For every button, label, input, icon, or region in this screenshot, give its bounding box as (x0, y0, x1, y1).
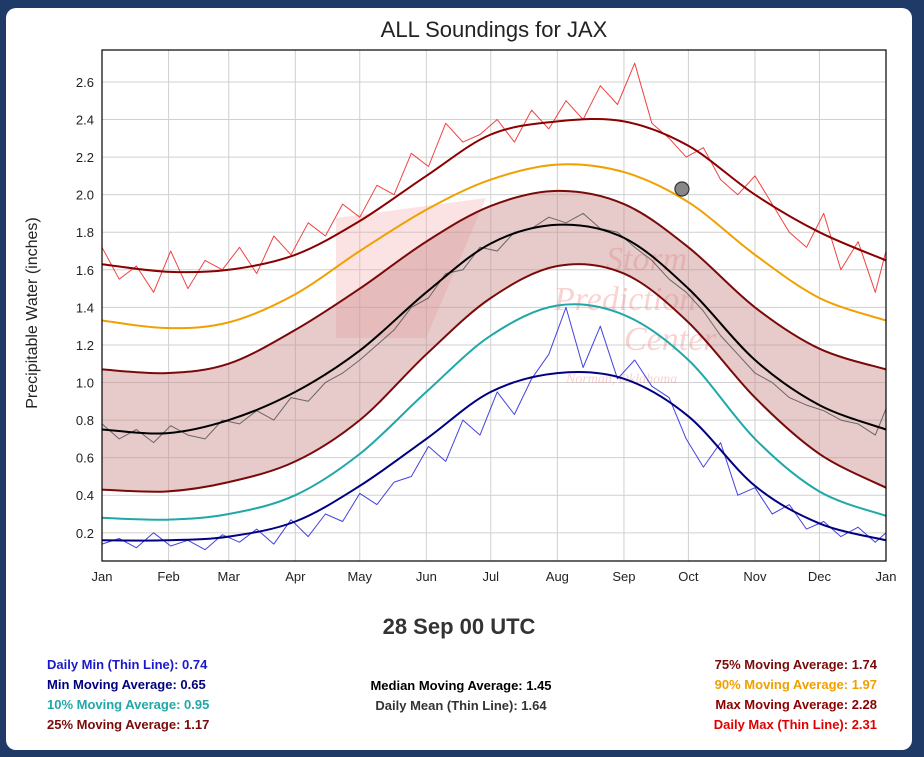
series-25-moving-average (101, 263, 887, 493)
series-90-moving-average (101, 163, 887, 330)
x-tick-label: Dec (808, 569, 832, 584)
chart-frame: ALL Soundings for JAX Precipitable Water… (6, 8, 912, 750)
watermark-swoosh (336, 198, 486, 338)
series-daily-mean-thin-line (101, 212, 887, 444)
stat-daily-mean: Daily Mean (Thin Line): 1.64 (375, 698, 547, 713)
x-axis-ticks: Jan Feb Mar Apr May Jun Jul Aug Sep Oct Nov Dec Jan (92, 569, 897, 584)
stat-daily-max: Daily Max (Thin Line): 2.31 (713, 717, 877, 732)
stat-median-ma: Median Moving Average: 1.45 (370, 678, 552, 693)
x-tick-label: Sep (612, 569, 635, 584)
series-75-moving-average (101, 189, 887, 375)
stat-p25-ma: 25% Moving Average: 1.17 (47, 717, 210, 732)
stat-max-ma: Max Moving Average: 2.28 (715, 697, 877, 712)
y-tick-label: 0.2 (76, 526, 94, 541)
y-tick-label: 1.6 (76, 263, 94, 278)
series-lines (101, 62, 887, 551)
watermark: Storm Prediction Center Norman, Oklahoma (336, 198, 717, 387)
series-daily-min-thin-line (101, 306, 887, 551)
x-tick-label: Oct (678, 569, 699, 584)
x-tick-label: Jan (92, 569, 113, 584)
y-tick-label: 2.6 (76, 75, 94, 90)
stat-min-ma: Min Moving Average: 0.65 (47, 677, 206, 692)
date-label: 28 Sep 00 UTC (382, 614, 536, 639)
y-tick-label: 0.4 (76, 488, 94, 503)
x-tick-label: Apr (285, 569, 306, 584)
y-tick-label: 1.4 (76, 300, 94, 315)
series-max-moving-average (101, 117, 887, 274)
chart-title: ALL Soundings for JAX (381, 17, 608, 42)
y-tick-label: 1.0 (76, 376, 94, 391)
iqr-band (102, 190, 886, 492)
series-min-moving-average (101, 371, 887, 542)
x-tick-label: Jul (482, 569, 499, 584)
y-axis-label: Precipitable Water (inches) (24, 217, 41, 408)
y-tick-label: 1.2 (76, 338, 94, 353)
x-tick-label: Feb (157, 569, 179, 584)
x-tick-label: Jan (876, 569, 897, 584)
x-tick-label: Nov (743, 569, 767, 584)
y-tick-label: 2.0 (76, 188, 94, 203)
x-tick-label: May (347, 569, 372, 584)
x-tick-label: Jun (416, 569, 437, 584)
chart-svg: ALL Soundings for JAX Precipitable Water… (24, 17, 897, 584)
series-median-moving-average (101, 223, 887, 435)
y-tick-label: 1.8 (76, 225, 94, 240)
y-tick-label: 0.6 (76, 451, 94, 466)
y-tick-label: 0.8 (76, 413, 94, 428)
y-axis-ticks: 0.2 0.4 0.6 0.8 1.0 1.2 1.4 1.6 1.8 2.0 2.2 2.4 2.6 (76, 75, 94, 541)
stat-daily-min: Daily Min (Thin Line): 0.74 (47, 657, 208, 672)
plot-border (101, 49, 887, 562)
stat-p10-ma: 10% Moving Average: 0.95 (47, 697, 210, 712)
y-tick-label: 2.4 (76, 113, 94, 128)
series-daily-max-thin-line (101, 62, 887, 293)
stat-p90-ma: 90% Moving Average: 1.97 (714, 677, 877, 692)
x-tick-label: Aug (546, 569, 569, 584)
watermark-line3: Center (624, 321, 717, 358)
stat-p75-ma: 75% Moving Average: 1.74 (714, 657, 877, 672)
watermark-line2: Prediction (553, 281, 696, 318)
current-date-marker[interactable] (674, 181, 690, 197)
series-10-moving-average (101, 303, 887, 521)
y-tick-label: 2.2 (76, 150, 94, 165)
watermark-line4: Norman, Oklahoma (565, 372, 677, 387)
x-tick-label: Mar (218, 569, 241, 584)
